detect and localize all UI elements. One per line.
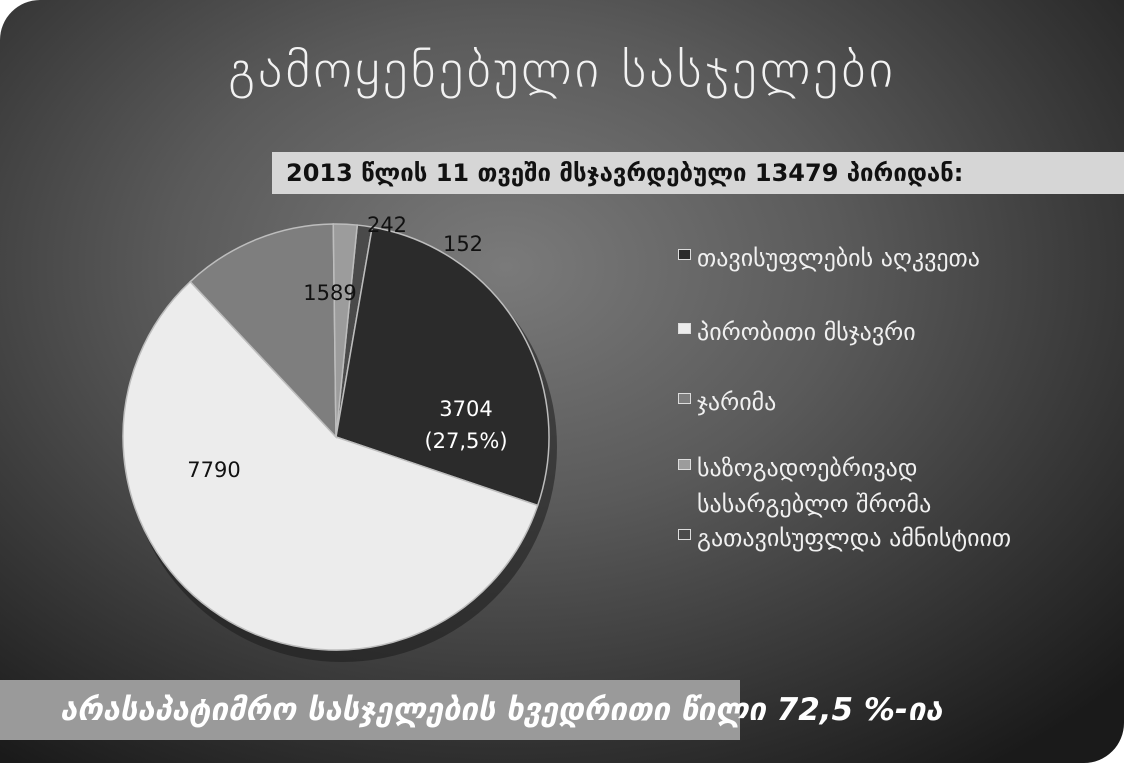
- data-label-152: 152: [443, 232, 483, 256]
- footer-text: არასაპატიმრო სასჯელების ხვედრითი წილი 72…: [60, 692, 943, 728]
- legend-item: თავისუფლების აღკვეთა: [678, 240, 980, 276]
- legend-swatch: [678, 459, 691, 470]
- pie-slice: [189, 223, 337, 439]
- footer-band: [0, 680, 740, 740]
- data-label-3704: 3704: [439, 397, 492, 421]
- legend-label-line: პირობითი მსჯავრი: [697, 318, 916, 346]
- legend-label: პირობითი მსჯავრი: [697, 314, 916, 350]
- legend-label: თავისუფლების აღკვეთა: [697, 240, 980, 276]
- pie-slice: [335, 226, 550, 507]
- legend-label: საზოგადოებრივად სასარგებლო შრომა: [697, 450, 931, 522]
- footer-banner: არასაპატიმრო სასჯელების ხვედრითი წილი 72…: [0, 680, 1124, 740]
- legend-swatch: [678, 393, 691, 404]
- pie-slice: [122, 280, 539, 651]
- legend-item: პირობითი მსჯავრი: [678, 314, 916, 350]
- data-label-pct: (27,5%): [424, 429, 507, 453]
- legend-swatch: [678, 323, 691, 334]
- legend-item: საზოგადოებრივად სასარგებლო შრომა: [678, 450, 931, 522]
- legend-label-line: თავისუფლების აღკვეთა: [697, 244, 980, 272]
- data-label-1589: 1589: [303, 281, 356, 305]
- legend-label-line: გათავისუფლდა ამნისტიით: [697, 524, 1012, 552]
- legend-label-line: საზოგადოებრივად: [697, 454, 918, 482]
- data-label-7790: 7790: [187, 458, 240, 482]
- legend-swatch: [678, 249, 691, 260]
- legend-label-line: ჯარიმა: [697, 388, 777, 416]
- legend-item: გათავისუფლდა ამნისტიით: [678, 520, 1011, 556]
- chart-subtitle: 2013 წლის 11 თვეში მსჯავრდებული 13479 პი…: [272, 152, 1124, 194]
- pie-slice: [332, 223, 359, 438]
- legend-swatch: [678, 529, 691, 540]
- slide-title: გამოყენებული სასჯელები: [228, 40, 896, 100]
- legend-label-line: სასარგებლო შრომა: [697, 490, 932, 518]
- data-label-242: 242: [367, 213, 407, 237]
- legend-label: გათავისუფლდა ამნისტიით: [697, 520, 1011, 556]
- legend-item: ჯარიმა: [678, 384, 776, 420]
- legend-label: ჯარიმა: [697, 384, 776, 420]
